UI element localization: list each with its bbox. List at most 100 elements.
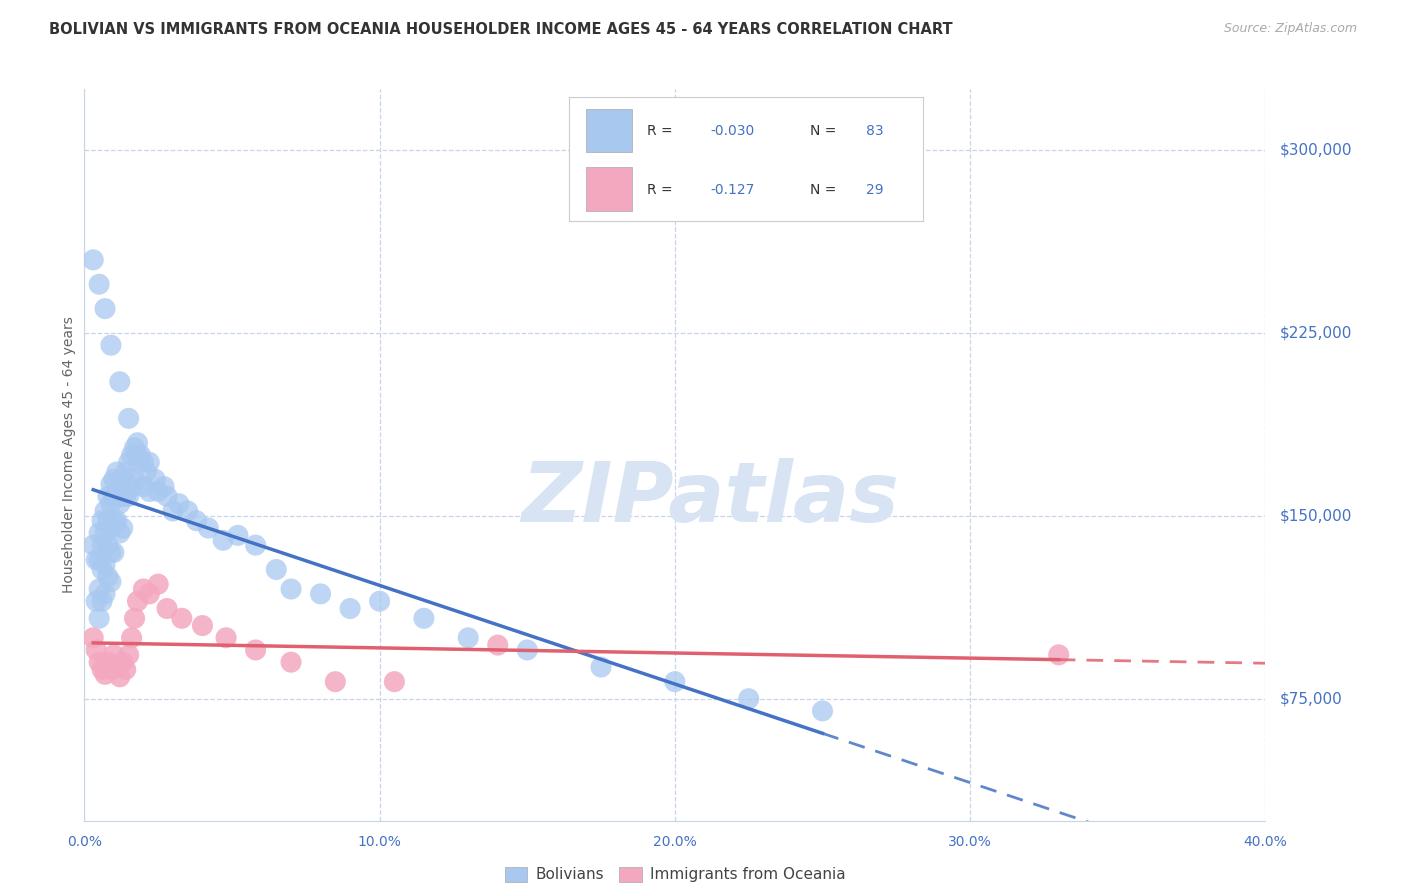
Point: [156, 489, 179, 503]
Point: [114, 489, 136, 503]
Point: [100, 521, 122, 535]
Point: [105, 465, 128, 479]
Point: [118, 455, 141, 469]
Point: [118, 648, 141, 662]
Point: [103, 472, 125, 486]
Point: [127, 594, 149, 608]
Point: [108, 375, 131, 389]
Point: [138, 455, 160, 469]
Point: [127, 435, 149, 450]
Point: [97, 570, 120, 584]
Point: [177, 504, 200, 518]
Point: [87, 277, 111, 292]
Text: 20.0%: 20.0%: [652, 835, 697, 849]
Point: [97, 489, 120, 503]
Point: [91, 594, 114, 608]
Point: [245, 643, 267, 657]
Point: [84, 643, 107, 657]
Point: [167, 497, 190, 511]
Point: [121, 448, 143, 462]
Point: [114, 465, 136, 479]
Point: [94, 587, 117, 601]
Point: [111, 472, 134, 486]
Point: [100, 545, 122, 559]
Point: [100, 477, 122, 491]
Point: [148, 577, 170, 591]
Point: [87, 582, 111, 596]
Point: [127, 448, 149, 462]
Point: [108, 525, 131, 540]
Point: [91, 538, 114, 552]
Point: [457, 631, 479, 645]
Point: [413, 611, 436, 625]
Text: $225,000: $225,000: [1281, 326, 1353, 341]
Point: [226, 528, 249, 542]
Point: [118, 489, 141, 503]
Point: [82, 538, 104, 552]
Point: [124, 441, 146, 455]
Point: [124, 472, 146, 486]
Point: [100, 338, 122, 352]
Point: [121, 631, 143, 645]
Point: [368, 594, 391, 608]
Point: [100, 663, 122, 677]
Point: [516, 643, 538, 657]
Point: [162, 504, 184, 518]
Text: BOLIVIAN VS IMMIGRANTS FROM OCEANIA HOUSEHOLDER INCOME AGES 45 - 64 YEARS CORREL: BOLIVIAN VS IMMIGRANTS FROM OCEANIA HOUS…: [49, 22, 953, 37]
Point: [148, 484, 170, 499]
Point: [811, 704, 834, 718]
Point: [108, 670, 131, 684]
Point: [197, 521, 219, 535]
Point: [215, 631, 238, 645]
Point: [111, 655, 134, 669]
Point: [100, 574, 122, 589]
Point: [103, 489, 125, 503]
Point: [309, 587, 332, 601]
Point: [245, 538, 267, 552]
Point: [94, 301, 117, 316]
Point: [156, 601, 179, 615]
Text: 10.0%: 10.0%: [357, 835, 402, 849]
Text: 0.0%: 0.0%: [67, 835, 101, 849]
Point: [143, 472, 166, 486]
Point: [132, 455, 155, 469]
Text: 40.0%: 40.0%: [1243, 835, 1288, 849]
Point: [105, 489, 128, 503]
Point: [111, 521, 134, 535]
Point: [105, 514, 128, 528]
Text: $300,000: $300,000: [1281, 143, 1353, 158]
Point: [84, 594, 107, 608]
Y-axis label: Householder Income Ages 45 - 64 years: Householder Income Ages 45 - 64 years: [62, 317, 76, 593]
Point: [87, 525, 111, 540]
Point: [339, 601, 361, 615]
Point: [114, 663, 136, 677]
Point: [121, 480, 143, 494]
Point: [323, 674, 347, 689]
Point: [82, 631, 104, 645]
Point: [170, 611, 193, 625]
Point: [486, 638, 509, 652]
Point: [186, 514, 208, 528]
Point: [124, 611, 146, 625]
Point: [591, 660, 613, 674]
Point: [94, 558, 117, 572]
Point: [1047, 648, 1070, 662]
Point: [129, 448, 152, 462]
Point: [105, 660, 128, 674]
Point: [135, 465, 157, 479]
Point: [94, 525, 117, 540]
Point: [103, 514, 125, 528]
Text: $150,000: $150,000: [1281, 508, 1353, 524]
Point: [118, 411, 141, 425]
Point: [132, 480, 155, 494]
Legend: Bolivians, Immigrants from Oceania: Bolivians, Immigrants from Oceania: [505, 866, 845, 882]
Point: [97, 655, 120, 669]
Point: [97, 514, 120, 528]
Text: $75,000: $75,000: [1281, 691, 1343, 706]
Point: [103, 545, 125, 559]
Point: [264, 562, 288, 576]
Point: [108, 497, 131, 511]
Point: [94, 504, 117, 518]
Point: [153, 480, 176, 494]
Text: 30.0%: 30.0%: [948, 835, 993, 849]
